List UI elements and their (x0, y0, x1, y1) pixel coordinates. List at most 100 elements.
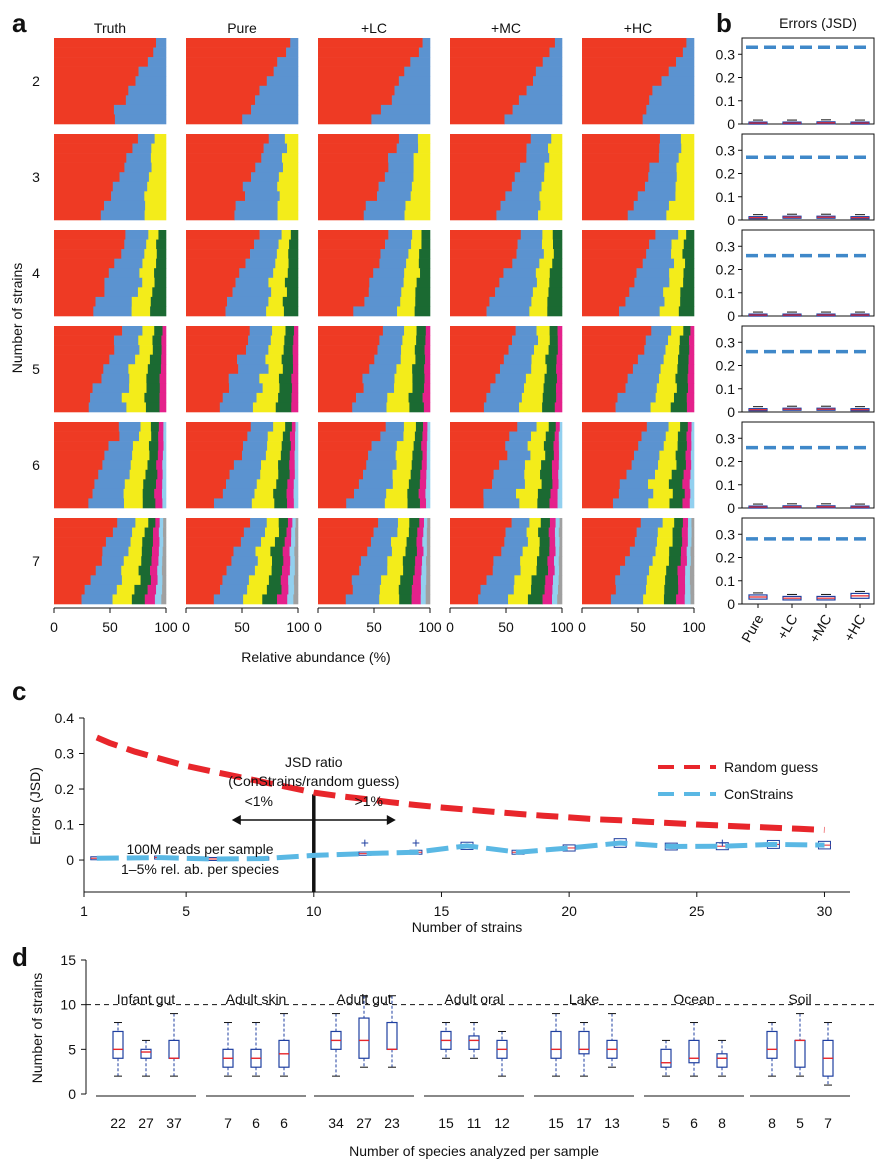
abundance-segment (683, 326, 691, 336)
abundance-segment (549, 335, 559, 346)
abundance-segment (662, 518, 675, 528)
abundance-panel-3-0 (54, 134, 167, 221)
jsd-y-tick-label: 0.1 (716, 285, 736, 301)
abundance-segment (685, 565, 691, 576)
abundance-segment (186, 57, 278, 67)
abundance-segment (541, 479, 553, 490)
abundance-x-tick-label: 0 (50, 619, 58, 635)
abundance-segment (152, 345, 162, 355)
abundance-segment (318, 594, 347, 605)
abundance-segment (540, 200, 563, 211)
abundance-segment (219, 402, 254, 413)
row-label-3: 3 (32, 169, 40, 185)
abundance-segment (101, 373, 130, 384)
abundance-segment (687, 537, 692, 547)
abundance-segment (450, 114, 505, 125)
abundance-segment (450, 518, 512, 528)
abundance-segment (163, 441, 167, 451)
abundance-segment (672, 488, 686, 499)
abundance-segment (396, 364, 413, 375)
constrains-outlier: + (412, 834, 420, 850)
abundance-segment (95, 565, 122, 576)
abundance-segment (295, 422, 299, 432)
strain-count-box (468, 1035, 480, 1050)
species-count-label: 11 (467, 1115, 482, 1131)
abundance-segment (450, 66, 537, 77)
abundance-segment (450, 95, 520, 106)
abundance-segment (388, 162, 414, 173)
abundance-segment (260, 469, 279, 480)
abundance-segment (186, 575, 223, 586)
abundance-segment (391, 537, 407, 547)
abundance-segment (426, 460, 431, 471)
abundance-segment (486, 306, 530, 317)
abundance-segment (582, 200, 635, 211)
abundance-segment (104, 287, 139, 298)
abundance-segment (395, 450, 413, 461)
abundance-segment (318, 239, 386, 250)
abundance-segment (256, 479, 277, 490)
abundance-segment (274, 498, 288, 509)
abundance-segment (526, 85, 563, 96)
abundance-segment (276, 249, 289, 259)
abundance-segment (418, 488, 426, 499)
abundance-segment (690, 584, 695, 595)
abundance-segment (558, 469, 563, 480)
abundance-segment (146, 373, 160, 384)
abundance-segment (531, 354, 546, 365)
abundance-segment (186, 162, 256, 173)
abundance-segment (186, 143, 264, 154)
abundance-segment (420, 584, 426, 595)
abundance-segment (240, 537, 262, 547)
species-count-label: 23 (384, 1115, 400, 1131)
abundance-segment (689, 575, 695, 586)
abundance-segment (663, 287, 681, 298)
jsd-y-tick-label: 0.3 (716, 142, 736, 158)
abundance-segment (54, 565, 97, 576)
abundance-segment (318, 326, 384, 336)
abundance-segment (289, 450, 295, 461)
abundance-segment (318, 479, 360, 490)
strain-count-box (550, 1030, 562, 1059)
abundance-segment (677, 441, 688, 451)
abundance-segment (644, 345, 666, 355)
abundance-segment (254, 488, 274, 499)
abundance-segment (427, 518, 431, 528)
abundance-segment (682, 537, 689, 547)
abundance-segment (558, 431, 563, 442)
abundance-segment (54, 66, 139, 77)
abundance-segment (450, 76, 534, 87)
abundance-segment (54, 153, 127, 163)
abundance-x-tick-label: 0 (314, 619, 322, 635)
abundance-segment (220, 584, 248, 595)
abundance-segment (582, 134, 661, 144)
abundance-segment (582, 306, 620, 317)
abundance-segment (353, 306, 398, 317)
abundance-segment (286, 488, 294, 499)
abundance-segment (158, 431, 164, 442)
abundance-segment (159, 383, 167, 394)
abundance-segment (128, 364, 149, 375)
abundance-segment (688, 518, 692, 528)
abundance-segment (54, 239, 125, 250)
abundance-segment (290, 556, 296, 567)
abundance-segment (511, 518, 530, 528)
abundance-segment (661, 76, 695, 87)
abundance-segment (213, 498, 253, 509)
abundance-segment (582, 565, 621, 576)
abundance-segment (152, 287, 167, 298)
abundance-segment (112, 594, 133, 605)
jsd-y-tick-label: 0.2 (716, 70, 736, 86)
abundance-segment (655, 230, 679, 240)
abundance-segment (371, 441, 398, 451)
abundance-segment (582, 354, 639, 365)
abundance-segment (537, 488, 551, 499)
abundance-panel-4-1 (186, 230, 299, 317)
abundance-segment (646, 422, 669, 432)
abundance-segment (582, 230, 656, 240)
abundance-segment (386, 402, 410, 413)
abundance-segment (278, 239, 290, 250)
abundance-segment (135, 76, 167, 87)
abundance-segment (415, 354, 426, 365)
abundance-segment (283, 556, 291, 567)
